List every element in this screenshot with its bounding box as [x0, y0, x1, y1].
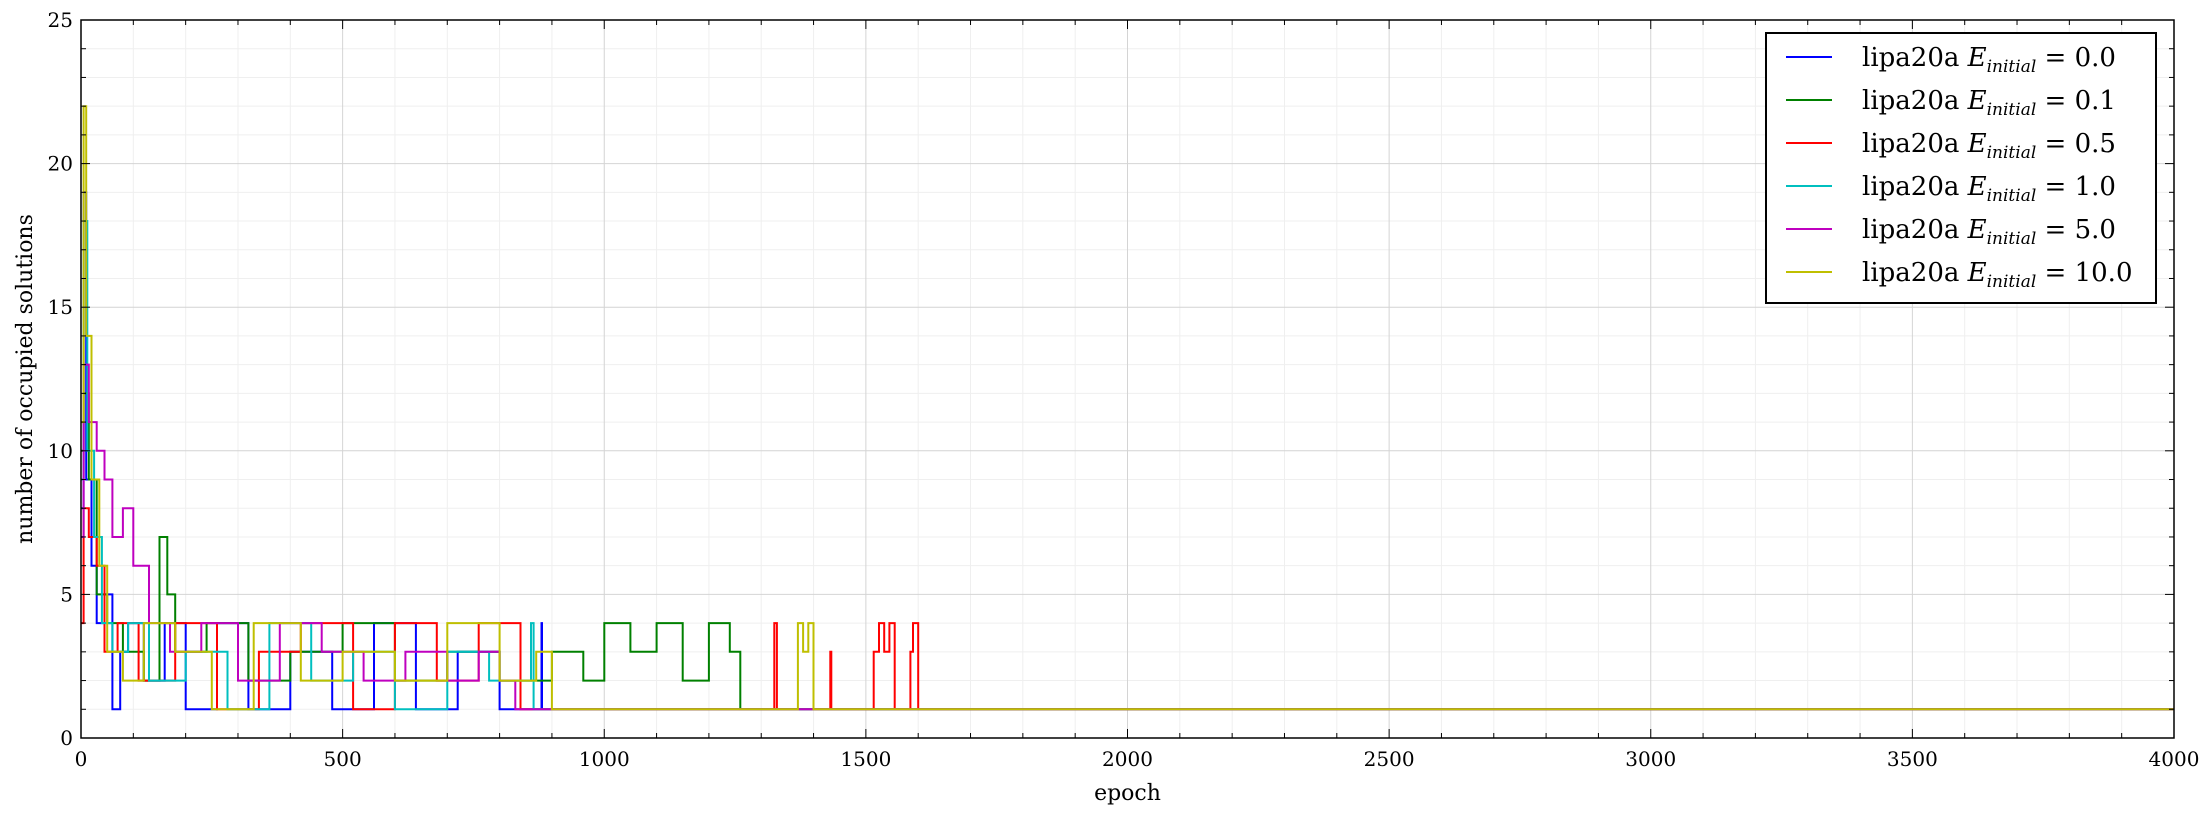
y-tick-label: 15 [48, 295, 73, 319]
x-tick-labels: 0 500 1000 1500 2000 2500 3000 3500 4000 [75, 747, 2200, 771]
series-line-3 [81, 220, 2174, 711]
y-tick-label: 0 [60, 726, 73, 750]
legend-label: lipa20a Einitial = 0.0 [1862, 43, 2116, 77]
axis-ticks [80, 19, 2175, 739]
legend-label: lipa20a Einitial = 1.0 [1862, 172, 2116, 206]
y-tick-labels: 0 5 10 15 20 25 [48, 8, 73, 750]
legend-label: lipa20a Einitial = 0.1 [1862, 86, 2116, 120]
series-line-4 [81, 363, 2174, 711]
legend-label: lipa20a Einitial = 0.5 [1862, 129, 2116, 163]
series-line-5 [81, 105, 2174, 711]
x-axis-title: epoch [1094, 781, 1161, 806]
y-tick-label: 20 [48, 152, 73, 176]
x-tick-label: 3000 [1625, 747, 1676, 771]
x-tick-label: 1500 [840, 747, 891, 771]
x-tick-label: 1000 [579, 747, 630, 771]
x-tick-label: 4000 [2149, 747, 2200, 771]
x-tick-label: 0 [75, 747, 88, 771]
series-line-1 [81, 392, 2174, 711]
x-tick-label: 500 [324, 747, 362, 771]
x-tick-label: 3500 [1887, 747, 1938, 771]
legend-label: lipa20a Einitial = 5.0 [1862, 215, 2116, 249]
y-tick-label: 5 [60, 582, 73, 606]
series-lines [81, 105, 2174, 711]
x-tick-label: 2000 [1102, 747, 1153, 771]
legend-label: lipa20a Einitial = 10.0 [1862, 258, 2133, 292]
y-tick-label: 25 [48, 8, 73, 32]
y-tick-label: 10 [48, 439, 73, 463]
y-axis-title: number of occupied solutions [13, 214, 38, 544]
legend-box [1765, 32, 2157, 304]
x-tick-label: 2500 [1364, 747, 1415, 771]
legend: lipa20a Einitial = 0.0 lipa20a Einitial =… [1765, 32, 2157, 304]
